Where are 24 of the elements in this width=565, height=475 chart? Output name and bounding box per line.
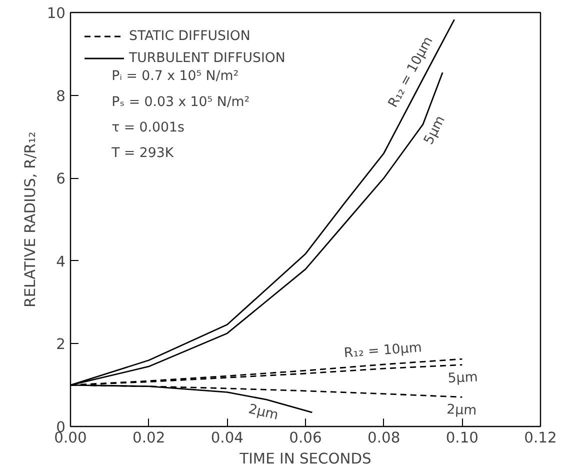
y-axis-title: RELATIVE RADIUS, R/R₁₂ bbox=[22, 132, 39, 308]
x-tick-label: 0.08 bbox=[368, 430, 400, 446]
x-tick-label: 0.12 bbox=[524, 430, 557, 446]
legend-label: STATIC DIFFUSION bbox=[129, 28, 250, 44]
y-tick-label: 10 bbox=[46, 5, 66, 22]
annotation: 5µm bbox=[447, 370, 478, 386]
y-tick-label: 4 bbox=[56, 253, 66, 270]
x-tick-label: 0.06 bbox=[289, 430, 322, 446]
annotation: T = 293K bbox=[110, 146, 175, 162]
x-tick-label: 0.10 bbox=[446, 430, 478, 446]
y-tick-label: 6 bbox=[56, 170, 66, 188]
annotation: Pₛ = 0.03 x 10⁵ N/m² bbox=[112, 94, 250, 110]
annotation: Pᵢ = 0.7 x 10⁵ N/m² bbox=[112, 69, 239, 84]
y-tick-label: 2 bbox=[56, 336, 66, 354]
annotation: R₁₂ = 10µm bbox=[343, 340, 422, 362]
annotation: 5µm bbox=[422, 114, 449, 148]
y-tick-label: 8 bbox=[56, 88, 66, 105]
annotation: 2µm bbox=[446, 402, 477, 419]
x-tick-label: 0.02 bbox=[132, 430, 166, 446]
legend-label: TURBULENT DIFFUSION bbox=[129, 50, 286, 66]
annotation: τ = 0.001s bbox=[112, 120, 184, 136]
annotation: 2µm bbox=[247, 402, 280, 424]
x-tick-label: 0.04 bbox=[210, 430, 244, 446]
x-axis-title: TIME IN SECONDS bbox=[238, 450, 372, 468]
